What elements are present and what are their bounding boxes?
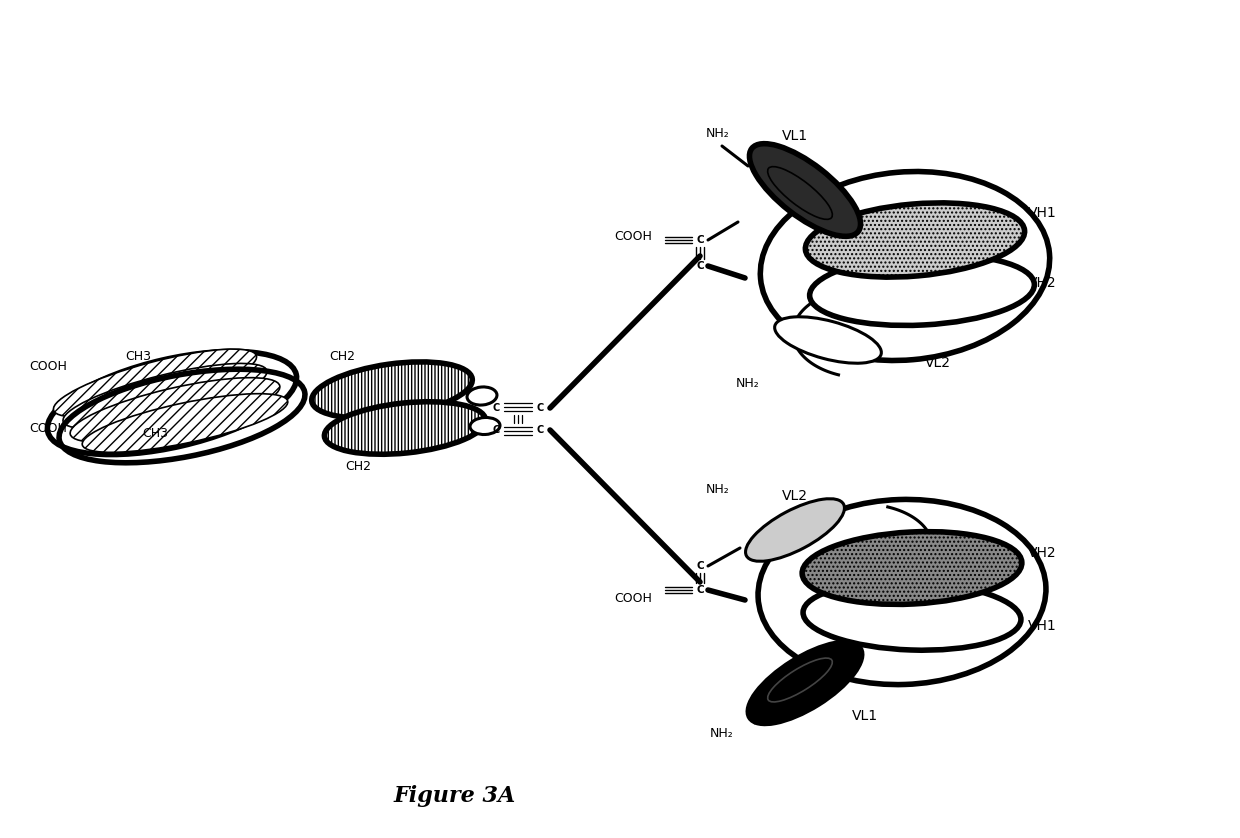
Text: NH₂: NH₂ <box>737 376 760 390</box>
Text: NH₂: NH₂ <box>706 483 730 496</box>
Text: CH3: CH3 <box>125 349 151 363</box>
Ellipse shape <box>810 255 1034 325</box>
Text: CH2: CH2 <box>345 459 371 473</box>
Ellipse shape <box>768 658 832 702</box>
Text: CH2: CH2 <box>329 349 355 363</box>
Ellipse shape <box>802 531 1022 604</box>
Ellipse shape <box>745 499 844 561</box>
Text: C: C <box>537 425 543 435</box>
Ellipse shape <box>71 378 280 442</box>
Ellipse shape <box>53 349 257 417</box>
Text: VL2: VL2 <box>782 489 808 503</box>
Ellipse shape <box>805 203 1024 277</box>
Ellipse shape <box>748 643 862 723</box>
Text: VH1: VH1 <box>1028 206 1056 220</box>
Text: C: C <box>537 403 543 413</box>
Text: VL1: VL1 <box>852 709 878 723</box>
Text: Figure 3A: Figure 3A <box>394 785 516 807</box>
Text: COOH: COOH <box>29 360 67 373</box>
Ellipse shape <box>470 417 500 435</box>
Text: VH1: VH1 <box>1028 619 1056 633</box>
Ellipse shape <box>804 582 1021 650</box>
Ellipse shape <box>311 362 472 418</box>
Text: VL1: VL1 <box>782 129 808 143</box>
Ellipse shape <box>82 394 288 453</box>
Text: NH₂: NH₂ <box>706 127 730 140</box>
Text: COOH: COOH <box>29 422 67 434</box>
Ellipse shape <box>325 401 486 454</box>
Text: COOH: COOH <box>614 592 652 604</box>
Ellipse shape <box>749 143 861 236</box>
Text: VL2: VL2 <box>925 356 951 370</box>
Text: CH3: CH3 <box>143 427 167 439</box>
Ellipse shape <box>768 167 832 220</box>
Text: VH2: VH2 <box>1028 276 1056 290</box>
Ellipse shape <box>775 317 882 363</box>
Text: NH₂: NH₂ <box>711 727 734 739</box>
Text: C: C <box>696 561 704 571</box>
Ellipse shape <box>63 364 267 428</box>
Ellipse shape <box>47 351 296 454</box>
Text: C: C <box>492 403 500 413</box>
Text: C: C <box>696 235 704 245</box>
Text: C: C <box>492 425 500 435</box>
Text: VH2: VH2 <box>1028 546 1056 560</box>
Text: COOH: COOH <box>614 230 652 242</box>
Ellipse shape <box>467 387 497 405</box>
Text: C: C <box>696 261 704 271</box>
Text: C: C <box>696 585 704 595</box>
